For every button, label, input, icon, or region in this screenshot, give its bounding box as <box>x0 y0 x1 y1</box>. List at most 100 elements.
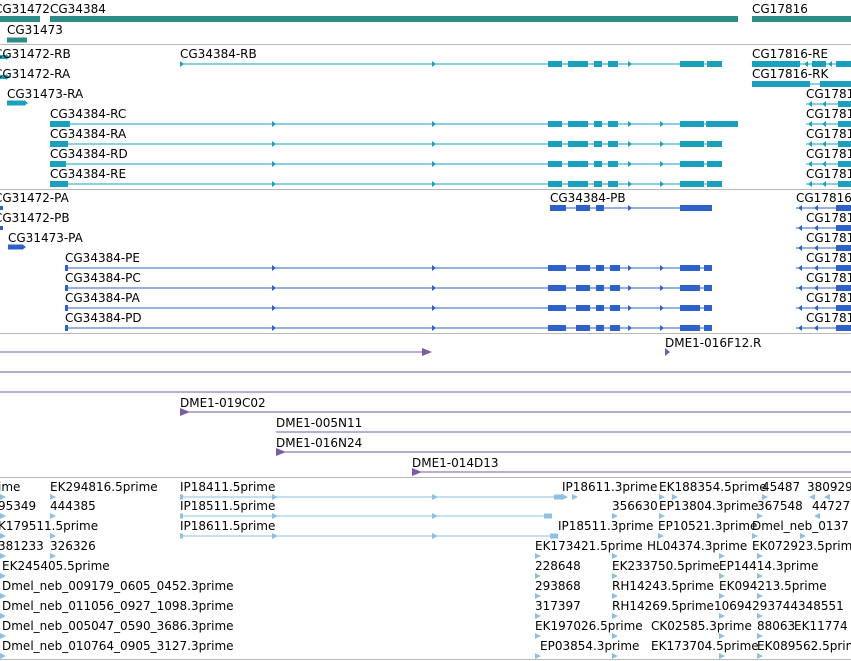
exon-block[interactable] <box>576 285 590 291</box>
feature-label[interactable]: CK02585.3prime <box>651 619 752 633</box>
exon-block[interactable] <box>610 285 620 291</box>
exon-block[interactable] <box>680 205 712 211</box>
est-arrow-right[interactable] <box>0 533 6 539</box>
feature-label[interactable]: CG34384-RC <box>50 107 127 121</box>
feature-label[interactable]: 380929 <box>807 480 851 494</box>
exon-block[interactable] <box>838 101 851 107</box>
exon-block[interactable] <box>548 121 562 127</box>
est-arrow-right[interactable] <box>432 533 438 539</box>
est-arrow-right[interactable] <box>800 533 806 539</box>
est-arrow-right[interactable] <box>0 613 6 619</box>
feature-label[interactable]: CG17816 <box>752 2 808 16</box>
exon-block[interactable] <box>680 141 704 147</box>
est-arrow-right[interactable] <box>272 513 278 519</box>
exon-block[interactable] <box>50 16 738 22</box>
exon-block[interactable] <box>707 141 722 147</box>
exon-block[interactable] <box>8 244 22 250</box>
exon-block[interactable] <box>576 205 590 211</box>
feature-label[interactable]: CG17816-RE <box>752 47 829 61</box>
exon-block[interactable] <box>680 161 704 167</box>
exon-block[interactable] <box>680 325 700 331</box>
exon-block[interactable] <box>568 161 588 167</box>
exon-block[interactable] <box>548 141 562 147</box>
feature-label[interactable]: DME1-005N11 <box>276 416 363 430</box>
feature-label[interactable]: CG31472-RA <box>0 67 71 81</box>
feature-label[interactable]: EK233750.5prime <box>612 559 720 573</box>
exon-block[interactable] <box>576 265 590 271</box>
feature-label[interactable]: 381233 <box>0 539 44 553</box>
est-arrow-right[interactable] <box>0 653 6 659</box>
exon-block[interactable] <box>608 161 618 167</box>
est-arrow-right[interactable] <box>719 613 725 619</box>
feature-label[interactable]: EK089562.5prime <box>757 639 851 653</box>
feature-label[interactable]: CG34384-PA <box>65 291 140 305</box>
exon-block[interactable] <box>680 305 700 311</box>
exon-block[interactable] <box>554 494 562 500</box>
est-arrow-right[interactable] <box>535 653 541 659</box>
exon-block[interactable] <box>610 325 620 331</box>
exon-block[interactable] <box>836 325 851 331</box>
exon-block[interactable] <box>50 161 66 167</box>
est-arrow-right[interactable] <box>757 633 763 639</box>
feature-label[interactable]: EP10521.3prime <box>658 519 758 533</box>
est-arrow-right[interactable] <box>0 573 6 579</box>
exon-block[interactable] <box>50 141 68 147</box>
feature-label[interactable]: CG1781 <box>806 147 851 161</box>
est-arrow-right[interactable] <box>432 494 438 500</box>
exon-block[interactable] <box>550 533 558 539</box>
est-arrow-right[interactable] <box>272 533 278 539</box>
feature-label[interactable]: 367548 <box>757 499 803 513</box>
exon-block[interactable] <box>568 121 588 127</box>
exon-block[interactable] <box>706 121 738 127</box>
est-arrow-right[interactable] <box>757 593 763 599</box>
exon-block[interactable] <box>680 121 704 127</box>
est-arrow-right[interactable] <box>50 553 56 559</box>
est-arrow-right[interactable] <box>432 513 438 519</box>
feature-label[interactable]: EK11774 <box>794 619 848 633</box>
feature-label[interactable]: 95349 <box>0 499 37 513</box>
feature-label[interactable]: Dmel_neb_011056_0927_1098.3prime <box>2 599 234 613</box>
feature-label[interactable]: CG17816 <box>796 191 851 205</box>
exon-block[interactable] <box>680 61 704 67</box>
exon-block[interactable] <box>707 181 722 187</box>
exon-block[interactable] <box>820 81 851 87</box>
feature-label[interactable]: CG1781 <box>806 311 851 325</box>
exon-block[interactable] <box>568 141 588 147</box>
feature-label[interactable]: 45487 <box>762 480 801 494</box>
feature-label[interactable]: EK245405.5prime <box>2 559 110 573</box>
est-arrow-right[interactable] <box>612 553 618 559</box>
feature-label[interactable]: 10694293744348551 <box>714 599 844 613</box>
feature-label[interactable]: Dmel_neb_0137 <box>752 519 849 533</box>
exon-block[interactable] <box>704 325 712 331</box>
est-arrow-right[interactable] <box>719 593 725 599</box>
exon-block[interactable] <box>548 265 566 271</box>
est-arrow-right[interactable] <box>659 494 665 500</box>
feature-label[interactable]: CG34384-PB <box>550 191 626 205</box>
est-arrow-right[interactable] <box>658 533 664 539</box>
feature-label[interactable]: IP18511.3prime <box>558 519 654 533</box>
feature-label[interactable]: EK173704.5prime <box>651 639 759 653</box>
est-arrow-right[interactable] <box>535 553 541 559</box>
feature-label[interactable]: CG1781 <box>806 107 851 121</box>
feature-label[interactable]: EK197026.5prime <box>535 619 643 633</box>
exon-block[interactable] <box>596 205 604 211</box>
feature-label[interactable]: 444385 <box>50 499 96 513</box>
exon-block[interactable] <box>836 285 851 291</box>
exon-block[interactable] <box>704 285 712 291</box>
feature-label[interactable]: DME1-014D13 <box>412 456 499 470</box>
exon-block[interactable] <box>7 37 27 43</box>
feature-label[interactable]: 317397 <box>535 599 581 613</box>
feature-label[interactable]: CG34384-PC <box>65 271 141 285</box>
exon-block[interactable] <box>752 81 810 87</box>
est-arrow-right[interactable] <box>535 613 541 619</box>
exon-block[interactable] <box>544 513 552 519</box>
feature-label[interactable]: CG1781 <box>806 231 851 245</box>
exon-block[interactable] <box>707 61 722 67</box>
exon-block[interactable] <box>608 121 618 127</box>
est-arrow-right[interactable] <box>612 613 618 619</box>
feature-label[interactable]: CG17816-RK <box>752 67 829 81</box>
feature-label[interactable]: EK294816.5prime <box>50 480 158 494</box>
feature-label[interactable]: CG34384-RA <box>50 127 127 141</box>
exon-block[interactable] <box>0 226 3 230</box>
est-arrow-right[interactable] <box>272 494 278 500</box>
